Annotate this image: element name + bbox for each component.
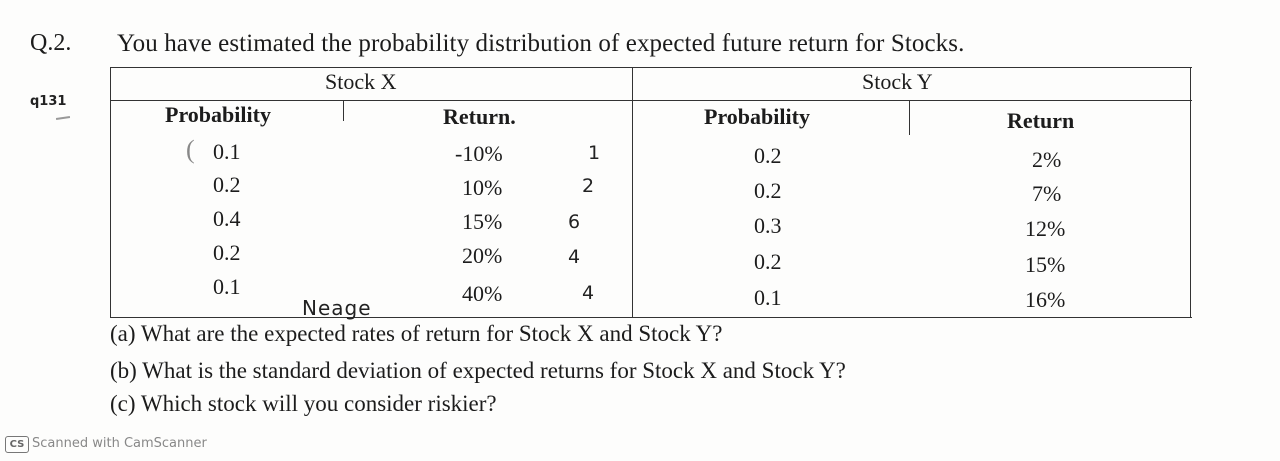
x-return-cell: 40% bbox=[462, 281, 503, 306]
table-center-rule bbox=[632, 67, 633, 318]
returns-table: Stock X Stock Y Probability Return. Prob… bbox=[110, 65, 1192, 320]
table-left-rule bbox=[110, 67, 111, 318]
x-probability-cell: 0.2 bbox=[213, 172, 241, 197]
x-return-cell: 10% bbox=[462, 175, 503, 200]
handwritten-mark: 6 bbox=[568, 211, 581, 233]
part-b-question: (b) What is the standard deviation of ex… bbox=[110, 358, 846, 383]
y-probability-cell: 0.2 bbox=[754, 249, 782, 274]
handwritten-note: Neage bbox=[302, 296, 372, 320]
group-header-stock-y: Stock Y bbox=[862, 69, 933, 94]
y-probability-cell: 0.2 bbox=[754, 143, 782, 168]
table-top-rule bbox=[110, 67, 1192, 68]
y-return-cell: 16% bbox=[1025, 287, 1066, 312]
part-a-question: (a) What are the expected rates of retur… bbox=[110, 321, 723, 346]
question-text: You have estimated the probability distr… bbox=[117, 30, 965, 57]
x-return-cell: 20% bbox=[462, 243, 503, 268]
y-probability-cell: 0.1 bbox=[754, 285, 782, 310]
handwritten-bracket: ( bbox=[186, 135, 195, 164]
handwritten-mark: 4 bbox=[568, 246, 581, 268]
y-probability-cell: 0.2 bbox=[754, 178, 782, 203]
x-probability-cell: 0.1 bbox=[213, 274, 241, 299]
table-group-rule bbox=[110, 100, 1192, 101]
col-header-x-return: Return. bbox=[443, 104, 516, 129]
tag-underline-mark bbox=[55, 116, 71, 120]
camscanner-watermark: Scanned with CamScanner bbox=[32, 436, 207, 451]
x-return-cell: 15% bbox=[462, 209, 503, 234]
question-number: Q.2. bbox=[30, 30, 72, 56]
x-probability-cell: 0.4 bbox=[213, 206, 241, 231]
x-probability-cell: 0.1 bbox=[213, 139, 241, 164]
y-return-cell: 2% bbox=[1032, 147, 1062, 172]
part-c-question: (c) Which stock will you consider riskie… bbox=[110, 391, 497, 416]
handwritten-mark: 1 bbox=[588, 142, 601, 164]
col-header-y-probability: Probability bbox=[704, 104, 810, 129]
y-probability-cell: 0.3 bbox=[754, 213, 782, 238]
col-header-y-return: Return bbox=[1007, 108, 1075, 133]
y-return-cell: 15% bbox=[1025, 252, 1066, 277]
x-return-cell: -10% bbox=[455, 141, 503, 166]
question-tag: q131 bbox=[30, 94, 67, 109]
table-col-rule-1 bbox=[343, 101, 344, 121]
x-probability-cell: 0.2 bbox=[213, 240, 241, 265]
handwritten-mark: 4 bbox=[582, 282, 595, 304]
y-return-cell: 7% bbox=[1032, 181, 1062, 206]
table-bottom-rule bbox=[110, 317, 1192, 318]
camscanner-logo: CS bbox=[5, 436, 29, 453]
y-return-cell: 12% bbox=[1025, 216, 1066, 241]
handwritten-mark: 2 bbox=[582, 175, 595, 197]
table-right-rule bbox=[1190, 67, 1191, 318]
table-col-rule-3 bbox=[909, 101, 910, 135]
col-header-x-probability: Probability bbox=[165, 102, 271, 127]
group-header-stock-x: Stock X bbox=[325, 69, 397, 94]
